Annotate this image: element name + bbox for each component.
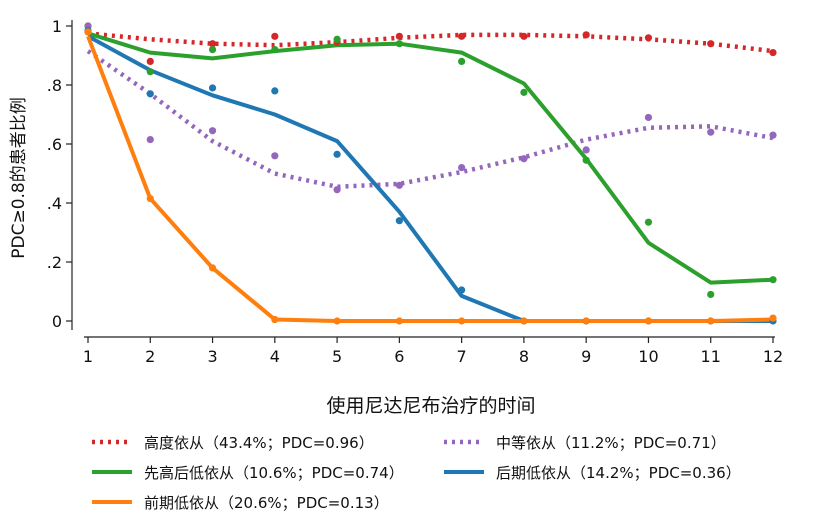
series-line-late-low [87,34,773,323]
x-tick-label: 3 [207,347,217,366]
x-tick-label: 6 [394,347,404,366]
series-line-high-then-low [87,31,774,285]
data-point-high-then-low [582,156,590,164]
data-point-high-then-low [333,35,341,43]
data-point-high [520,32,528,40]
legend-label-high: 高度依从（43.4%；PDC=0.96） [144,434,374,452]
x-tick-label: 11 [701,347,721,366]
data-point-late-low [395,217,403,225]
y-tick-label: .2 [47,253,62,272]
data-point-moderate [769,131,777,139]
data-point-high-then-low [644,218,653,226]
data-point-high-then-low [707,290,715,299]
axes [71,20,775,338]
x-tick-label: 9 [581,347,591,366]
data-point-high [208,40,217,48]
data-point-late-low [333,150,341,158]
series-line-high [87,31,774,54]
data-point-late-low [271,87,279,95]
data-point-moderate [582,146,590,154]
data-point-early-low [520,317,528,325]
data-point-late-low [146,90,154,98]
series-layer [86,31,774,323]
data-point-high-then-low [208,46,217,54]
x-tick-label: 1 [83,347,93,366]
x-tick-label: 10 [638,347,658,366]
y-tick-label: 0 [52,312,62,331]
data-point-moderate [458,164,466,172]
data-point-early-low [84,28,92,36]
y-ticks: 0 .2 .4 .6 .8 1 [47,17,72,331]
legend-label-early-low: 前期低依从（20.6%；PDC=0.13） [144,494,389,512]
data-point-moderate [644,113,653,122]
data-point-moderate [271,152,279,160]
data-point-high [395,32,403,40]
data-point-moderate [707,128,715,136]
legend-label-high-then-low: 先高后低依从（10.6%；PDC=0.74） [144,464,404,482]
data-point-high [458,32,466,40]
data-point-high-then-low [395,40,403,48]
y-tick-label: .4 [47,194,62,213]
data-point-high [146,57,154,65]
data-point-late-low [208,84,217,92]
data-point-moderate [208,127,217,135]
data-point-early-low [707,317,715,325]
legend: 高度依从（43.4%；PDC=0.96） 中等依从（11.2%；PDC=0.71）… [92,434,741,512]
legend-label-moderate: 中等依从（11.2%；PDC=0.71） [496,434,726,452]
data-point-early-low [458,317,466,325]
data-point-high [644,34,653,42]
data-point-moderate [146,135,154,144]
data-point-high [582,31,590,39]
points-layer [84,22,777,325]
data-point-moderate [333,186,341,194]
y-tick-label: .8 [47,76,62,95]
data-point-high [769,48,777,57]
x-tick-label: 5 [332,347,342,366]
y-axis-label: PDC≥0.8的患者比例 [9,97,29,259]
data-point-high-then-low [520,88,528,96]
data-point-early-low [146,194,154,203]
data-point-late-low [458,286,466,294]
y-tick-label: .6 [47,135,62,154]
x-tick-label: 12 [763,347,783,366]
data-point-early-low [395,317,403,325]
data-point-high-then-low [458,57,466,65]
x-axis-label: 使用尼达尼布治疗的时间 [326,395,535,417]
x-tick-label: 2 [145,347,155,366]
data-point-high-then-low [769,276,777,284]
x-tick-label: 7 [457,347,467,366]
data-point-early-low [208,264,217,272]
data-point-early-low [333,317,341,325]
data-point-early-low [271,315,279,324]
series-line-early-low [86,35,774,323]
data-point-early-low [644,317,653,325]
x-tick-label: 8 [519,347,529,366]
data-point-moderate [395,181,403,189]
y-tick-label: 1 [52,17,62,36]
legend-label-late-low: 后期低依从（14.2%；PDC=0.36） [496,464,741,482]
data-point-early-low [769,314,777,322]
x-ticks: 1 2 3 4 5 6 7 8 9 10 11 12 [83,337,783,366]
data-point-high-then-low [271,46,279,54]
x-tick-label: 4 [270,347,280,366]
data-point-early-low [582,317,590,325]
data-point-high-then-low [146,68,154,76]
data-point-high [707,40,715,48]
data-point-moderate [520,155,528,163]
series-line-moderate [86,49,774,190]
data-point-high [271,32,279,40]
